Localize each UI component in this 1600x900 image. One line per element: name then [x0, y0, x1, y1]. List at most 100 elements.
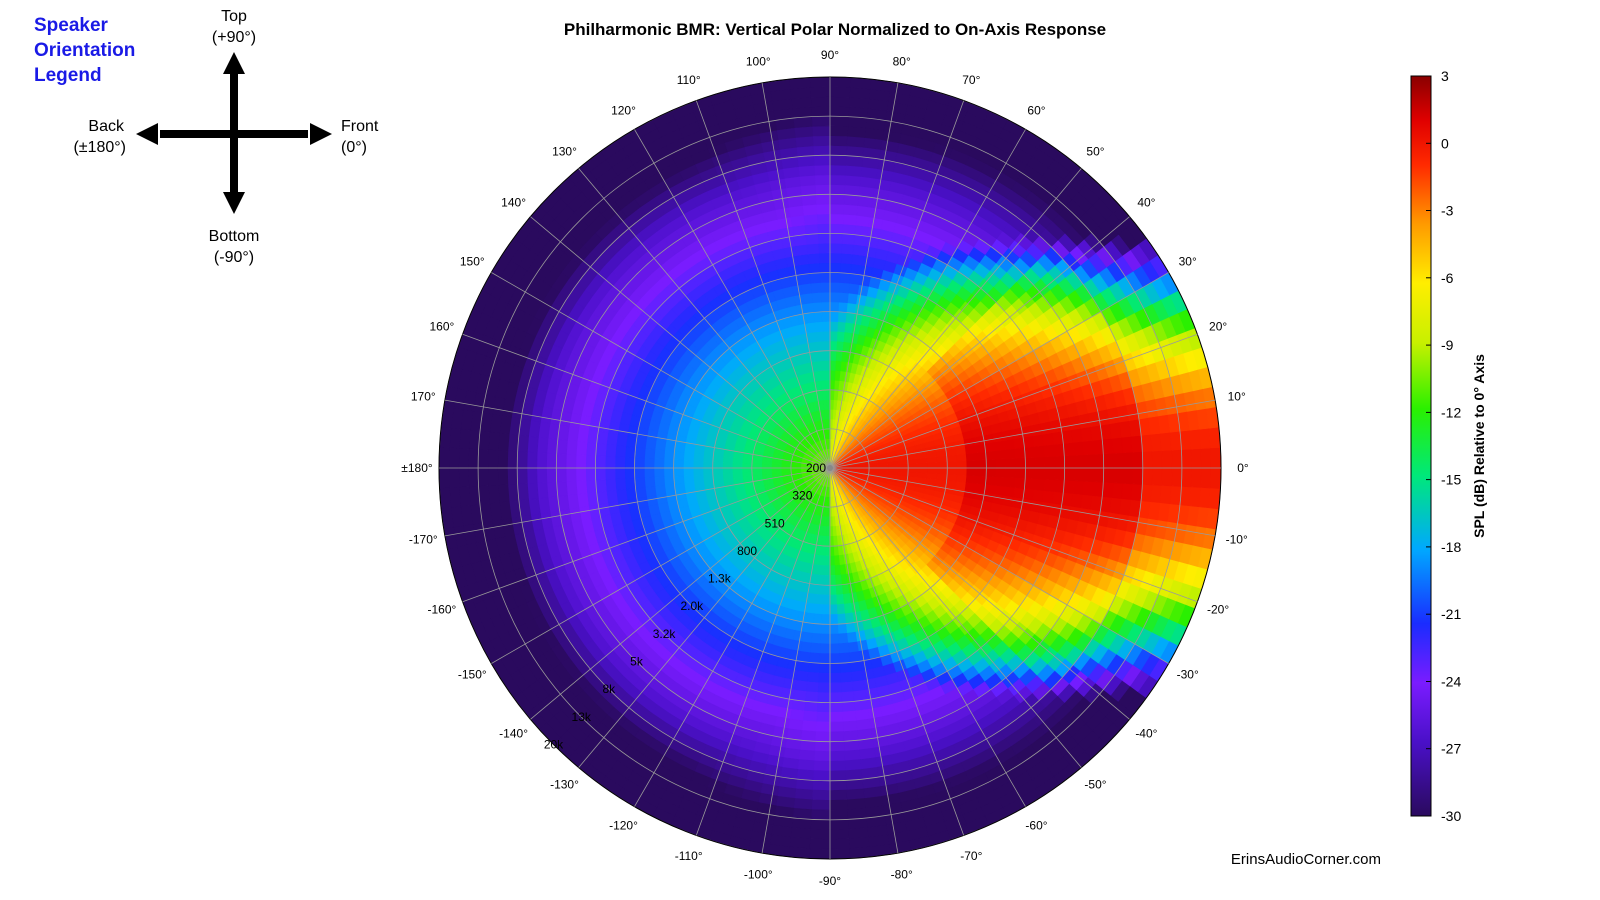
heatmap-cell [791, 817, 812, 830]
heatmap-cell [614, 467, 626, 480]
heatmap-cell [839, 272, 851, 284]
heatmap-cell [1142, 467, 1153, 486]
heatmap-cell [817, 242, 831, 254]
colorbar-tick-label: 0 [1441, 135, 1449, 151]
heatmap-cell [1072, 480, 1085, 495]
heatmap-cell [836, 321, 846, 333]
heatmap-cell [644, 476, 656, 488]
heatmap-cell [823, 350, 831, 361]
heatmap-cell [663, 467, 675, 478]
heatmap-cell [848, 106, 869, 119]
heatmap-cell [841, 233, 855, 245]
heatmap-cell [487, 431, 500, 451]
heatmap-cell [841, 223, 856, 236]
heatmap-cell [811, 809, 831, 821]
heatmap-cell [829, 828, 850, 840]
heatmap-cell [624, 446, 636, 459]
heatmap-cell [1181, 467, 1193, 488]
heatmap-cell [439, 447, 450, 469]
colorbar-tick-label: -18 [1441, 539, 1461, 555]
angle-tick-label: -10° [1226, 533, 1248, 547]
heatmap-cell [803, 622, 815, 634]
heatmap-cell [829, 614, 839, 625]
heatmap-cell [819, 643, 831, 655]
heatmap-cell [555, 467, 567, 483]
heatmap-cell [840, 681, 854, 693]
heatmap-cell [819, 281, 831, 293]
heatmap-cell [644, 448, 656, 460]
center-dot [827, 465, 833, 471]
heatmap-cell [907, 467, 919, 473]
heatmap-cell [1131, 483, 1143, 502]
heatmap-cell [829, 252, 842, 264]
heatmap-cell [966, 467, 977, 477]
colorbar-tick-label: -30 [1441, 808, 1461, 824]
heatmap-cell [1151, 467, 1163, 486]
heatmap-cell [805, 612, 816, 624]
heatmap-cell [644, 438, 657, 450]
heatmap-cell [829, 77, 851, 88]
heatmap-cell [829, 184, 846, 196]
heatmap-cell [829, 369, 836, 381]
heatmap-cell [1014, 477, 1026, 489]
heatmap-cell [849, 86, 871, 99]
heatmap-cell [847, 798, 867, 811]
heatmap-cell [801, 194, 817, 206]
heatmap-cell [809, 652, 821, 664]
heatmap-cell [527, 435, 539, 454]
angle-tick-label: 0° [1237, 461, 1249, 475]
angle-tick-label: -150° [458, 668, 487, 682]
heatmap-cell [527, 482, 539, 501]
heatmap-cell [829, 731, 845, 743]
heatmap-cell [1112, 467, 1124, 484]
heatmap-cell [794, 680, 808, 692]
colorbar-tick-label: -12 [1441, 404, 1461, 420]
heatmap-cell [1161, 467, 1173, 487]
heatmap-cell [843, 739, 860, 752]
heatmap-cell [585, 454, 597, 469]
heatmap-cell [794, 788, 814, 801]
heatmap-cell [842, 331, 852, 343]
heatmap-cell [974, 482, 986, 493]
heatmap-cell [1189, 486, 1202, 508]
heatmap-cell [812, 780, 831, 791]
heatmap-cell [837, 301, 848, 313]
frequency-ring-label: 8k [602, 682, 616, 696]
heatmap-cell [829, 633, 840, 645]
heatmap-cell [840, 252, 853, 265]
heatmap-cell [805, 691, 819, 703]
heatmap-cell [810, 642, 822, 654]
heatmap-cell [702, 467, 714, 476]
heatmap-cell [615, 489, 628, 502]
angle-tick-label: 40° [1137, 196, 1155, 210]
heatmap-cell [829, 281, 841, 293]
heatmap-cell [829, 311, 839, 322]
heatmap-cell [1054, 467, 1065, 481]
heatmap-cell [829, 555, 836, 567]
heatmap-cell [829, 565, 836, 576]
heatmap-cell [565, 467, 577, 483]
heatmap-cell [575, 480, 588, 495]
heatmap-cell [507, 467, 518, 486]
heatmap-cell [536, 436, 549, 454]
heatmap-cell [829, 838, 851, 850]
heatmap-cell [829, 672, 842, 684]
heatmap-cell [936, 473, 948, 481]
heatmap-cell [731, 462, 743, 469]
heatmap-cell [507, 484, 520, 503]
heatmap-cell [814, 174, 831, 186]
heatmap-cell [829, 321, 839, 332]
heatmap-cell [829, 154, 847, 166]
heatmap-cell [634, 477, 646, 489]
heatmap-cell [802, 204, 818, 216]
heatmap-cell [844, 165, 863, 177]
legend-front-angle: (0°) [341, 139, 367, 156]
heatmap-cell [808, 593, 818, 605]
heatmap-cell [847, 125, 867, 138]
heatmap-cell [845, 155, 864, 167]
heatmap-cell [809, 838, 831, 850]
heatmap-cell [517, 434, 529, 453]
heatmap-cell [487, 449, 499, 469]
heatmap-cell [1160, 485, 1173, 505]
heatmap-cell [634, 457, 645, 469]
